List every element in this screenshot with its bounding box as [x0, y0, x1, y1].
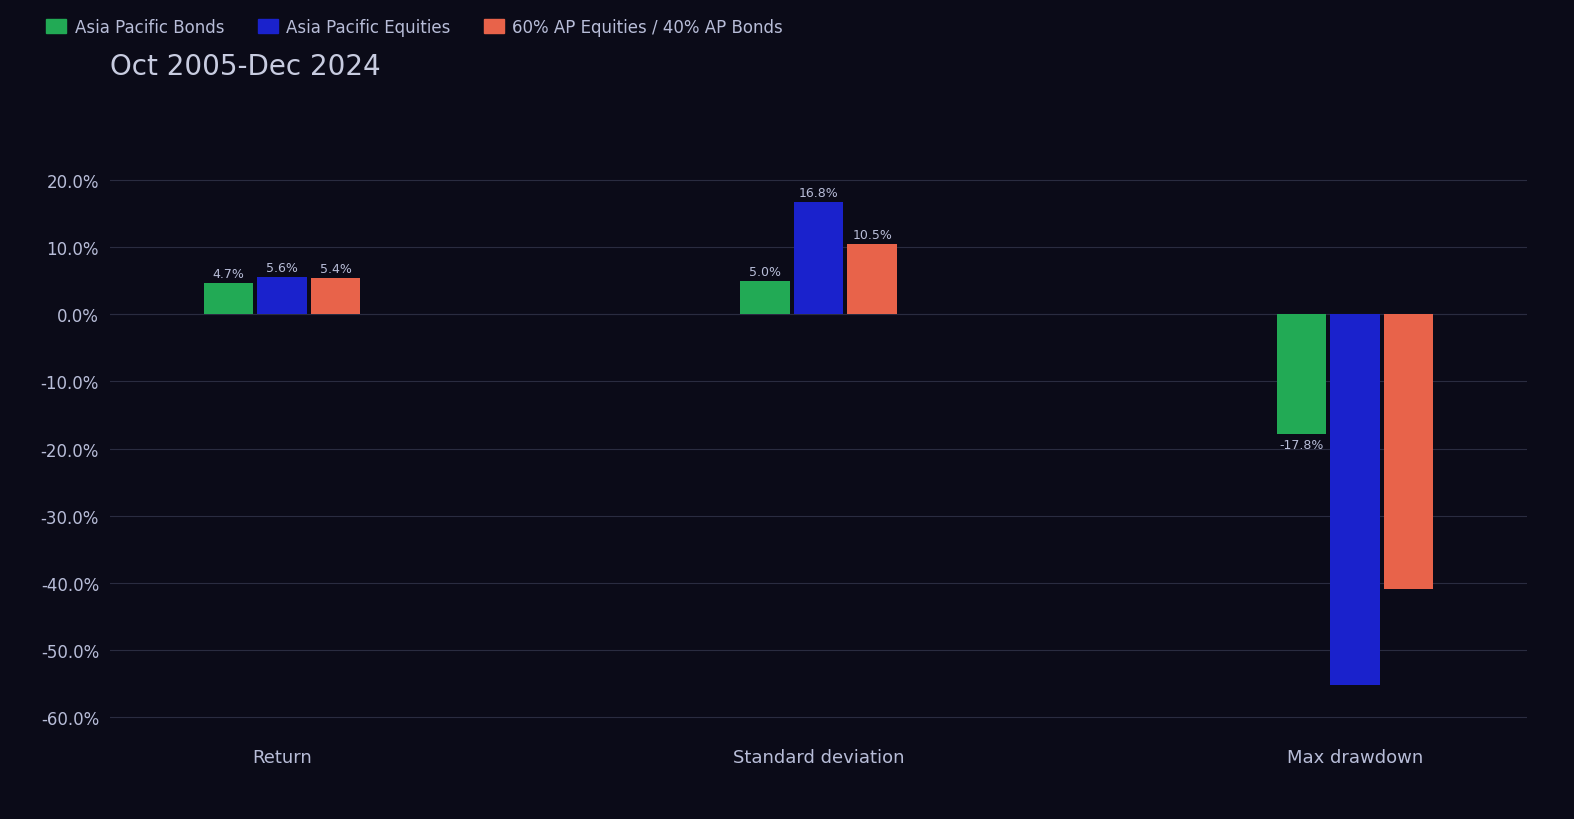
Legend: Asia Pacific Bonds, Asia Pacific Equities, 60% AP Equities / 40% AP Bonds: Asia Pacific Bonds, Asia Pacific Equitie…: [39, 12, 790, 43]
Text: -17.8%: -17.8%: [1280, 438, 1324, 451]
Bar: [793, 202, 844, 315]
Text: 5.0%: 5.0%: [749, 266, 781, 278]
Text: Oct 2005-Dec 2024: Oct 2005-Dec 2024: [110, 52, 381, 80]
Bar: [1277, 315, 1325, 434]
Bar: [257, 278, 307, 315]
Text: 16.8%: 16.8%: [798, 187, 839, 200]
Text: 4.7%: 4.7%: [212, 268, 244, 281]
Bar: [1330, 315, 1380, 685]
Text: 10.5%: 10.5%: [852, 229, 892, 242]
Text: 5.6%: 5.6%: [266, 262, 297, 274]
Bar: [203, 283, 253, 315]
Bar: [1384, 315, 1434, 590]
Bar: [312, 278, 360, 315]
Text: 5.4%: 5.4%: [320, 263, 351, 276]
Bar: [847, 245, 897, 315]
Bar: [740, 282, 790, 315]
